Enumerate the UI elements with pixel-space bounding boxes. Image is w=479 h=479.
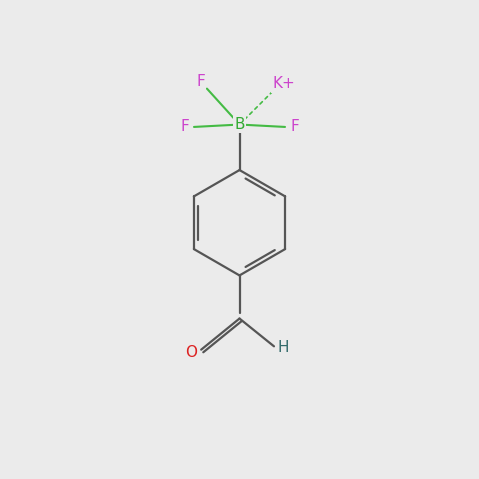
Text: K+: K+ [273, 76, 296, 91]
Text: O: O [184, 344, 197, 360]
Text: F: F [196, 74, 205, 89]
Text: B: B [234, 117, 245, 132]
Text: F: F [180, 119, 189, 135]
Text: H: H [278, 340, 289, 355]
Text: F: F [290, 119, 299, 135]
